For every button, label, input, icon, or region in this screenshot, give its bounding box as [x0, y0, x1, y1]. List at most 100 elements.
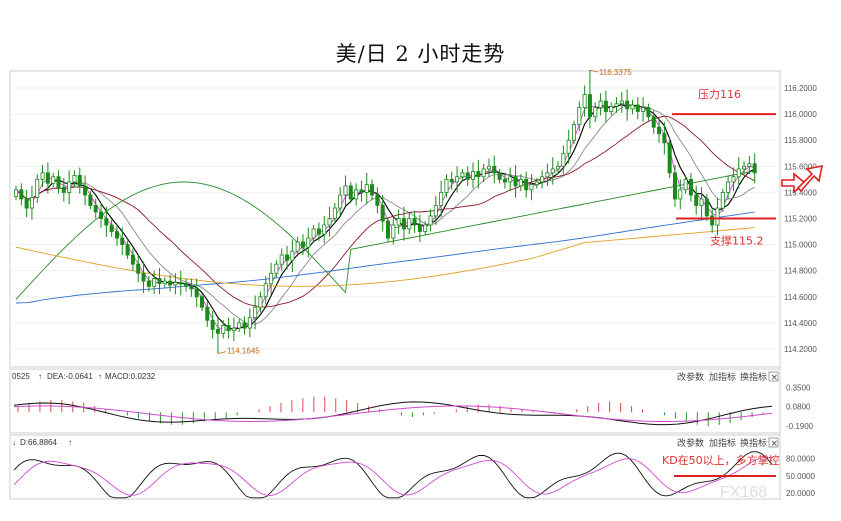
candle-body	[99, 211, 104, 219]
candle-body	[13, 189, 18, 197]
y-tick-label: 115.0000	[784, 241, 817, 250]
kdj-y-tick: 20.0000	[786, 489, 815, 498]
candle-body	[444, 178, 449, 193]
low-label: 114.1645	[227, 347, 260, 356]
macd-y-axis: 0.3500 0.0800 -0.1900	[786, 384, 814, 431]
candle-body	[136, 263, 141, 274]
kdj-close-button[interactable]	[768, 437, 779, 448]
candle-body	[609, 105, 614, 112]
candle-body	[635, 104, 640, 112]
candle-body	[736, 168, 741, 178]
macd-header: 0525 ↑ DEA:-0.0641 ↑ MACD:0.0232	[12, 372, 156, 381]
candle-body	[449, 178, 454, 183]
candle-body	[157, 278, 162, 285]
candle-body	[465, 172, 470, 180]
candle-body	[726, 181, 731, 193]
candle-body	[614, 103, 619, 107]
candle-body	[577, 107, 582, 125]
candle-body	[412, 218, 417, 226]
candle-body	[710, 215, 715, 226]
candle-body	[125, 244, 130, 256]
candle-body	[662, 133, 667, 144]
candle-body	[428, 215, 433, 226]
candlesticks	[13, 70, 757, 354]
dif-line	[13, 401, 773, 426]
candle-body	[285, 254, 290, 261]
candle-body	[646, 107, 651, 118]
candle-body	[338, 194, 343, 209]
candle-body	[354, 189, 359, 200]
candle-body	[162, 280, 167, 285]
candle-body	[603, 100, 608, 112]
candle-body	[194, 288, 199, 298]
switch-indicator-button[interactable]: 换指标	[740, 371, 767, 383]
resistance-label: 压力116	[698, 88, 741, 101]
candle-body	[109, 224, 114, 232]
candle-body	[550, 168, 555, 174]
candle-body	[348, 185, 353, 200]
high-label: 116.3375	[599, 68, 632, 77]
candle-body	[513, 176, 518, 187]
candle-body	[45, 172, 50, 184]
candle-body	[221, 325, 226, 334]
dea-line	[13, 405, 773, 423]
change-params-button[interactable]: 改参数	[677, 371, 704, 383]
y-tick-label: 116.0000	[784, 110, 817, 119]
candle-body	[587, 94, 592, 118]
ma-line	[15, 103, 755, 331]
candle-body	[561, 152, 566, 167]
candle-body	[401, 218, 406, 230]
macd-lines	[13, 401, 773, 426]
candle-body	[455, 176, 460, 183]
candle-body	[471, 171, 476, 180]
candle-body	[178, 282, 183, 285]
candle-body	[253, 306, 258, 319]
kdj-lines	[13, 451, 773, 499]
candle-body	[380, 205, 385, 222]
candle-body	[93, 205, 98, 213]
candle-body	[364, 184, 369, 193]
moving-average-lines	[15, 103, 755, 331]
candle-body	[460, 172, 465, 178]
macd-value-label: 0525	[12, 372, 30, 381]
macd-close-button[interactable]	[768, 371, 779, 382]
dea-label: DEA:-0.0641	[47, 372, 93, 381]
y-tick-label: 116.2000	[784, 84, 817, 93]
macd-y-tick: -0.1900	[786, 422, 814, 431]
candle-body	[593, 107, 598, 118]
y-tick-label: 115.6000	[784, 162, 817, 171]
candle-body	[77, 175, 82, 187]
k-line	[13, 451, 773, 499]
candle-body	[146, 280, 151, 287]
candle-body	[332, 207, 337, 219]
candle-body	[83, 185, 88, 196]
y-tick-label: 114.4000	[784, 319, 817, 328]
candle-body	[518, 178, 523, 187]
candle-body	[210, 319, 215, 330]
candle-body	[385, 220, 390, 239]
macd-y-tick: 0.0800	[786, 403, 811, 412]
candle-body	[651, 116, 656, 128]
candle-body	[237, 322, 242, 329]
kdj-y-axis: 80.0000 50.0000 20.0000	[786, 455, 815, 499]
macd-label: MACD:0.0232	[105, 372, 156, 381]
kdj-add-indicator-button[interactable]: 加指标	[709, 437, 736, 449]
candle-body	[678, 189, 683, 200]
candle-body	[359, 189, 364, 193]
candle-body	[327, 218, 332, 226]
candle-body	[88, 194, 93, 206]
candle-body	[316, 228, 321, 235]
candle-body	[322, 224, 327, 235]
svg-text:↑: ↑	[68, 438, 72, 447]
svg-text:↑: ↑	[98, 372, 102, 381]
kdj-switch-indicator-button[interactable]: 换指标	[740, 437, 767, 449]
candle-body	[683, 178, 688, 191]
add-indicator-button[interactable]: 加指标	[709, 371, 736, 383]
hollow-arrow-icon	[781, 164, 824, 194]
kdj-change-params-button[interactable]: 改参数	[677, 437, 704, 449]
candle-body	[184, 283, 189, 287]
candle-body	[120, 237, 125, 245]
candle-body	[439, 192, 444, 206]
candle-body	[242, 322, 247, 329]
candle-body	[306, 237, 311, 248]
